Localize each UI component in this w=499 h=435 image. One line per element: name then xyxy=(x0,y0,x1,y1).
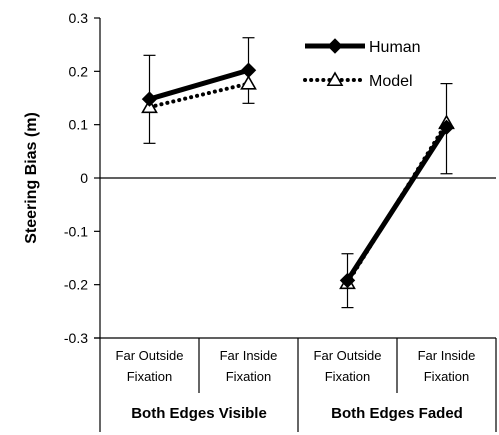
series-line-human xyxy=(148,67,250,102)
legend-label: Model xyxy=(369,73,413,90)
marker-human xyxy=(438,119,455,136)
category-label: Fixation xyxy=(325,369,371,384)
series-markers xyxy=(141,62,455,290)
marker-human xyxy=(141,91,158,107)
category-label: Fixation xyxy=(127,369,173,384)
series-line-model xyxy=(147,81,251,110)
legend: Human Model xyxy=(303,38,421,90)
y-tick-label: 0.2 xyxy=(69,63,89,79)
series-line-model xyxy=(345,121,449,286)
category-label: Far Inside xyxy=(418,348,476,363)
category-label: Far Inside xyxy=(220,348,278,363)
category-label: Far Outside xyxy=(314,348,382,363)
y-tick-label: 0.1 xyxy=(69,117,89,133)
legend-item: Model xyxy=(303,71,413,90)
category-label: Far Outside xyxy=(116,348,184,363)
y-tick-label: 0.3 xyxy=(69,10,89,26)
y-tick-label: 0 xyxy=(80,170,88,186)
y-axis: 0.3 0.2 0.1 0 -0.1 -0.2 -0.3 xyxy=(64,10,101,346)
category-label: Fixation xyxy=(424,369,470,384)
marker-human xyxy=(240,62,257,78)
series-lines xyxy=(147,67,449,286)
group-label: Both Edges Visible xyxy=(131,405,267,422)
category-label: Fixation xyxy=(226,369,272,384)
legend-item: Human xyxy=(305,38,421,56)
legend-label: Human xyxy=(369,39,421,56)
y-tick-label: -0.1 xyxy=(64,223,88,239)
x-axis: Far Outside Fixation Far Inside Fixation Far… xyxy=(94,177,497,432)
y-tick-label: -0.3 xyxy=(64,330,88,346)
y-tick-label: -0.2 xyxy=(64,277,88,293)
legend-marker xyxy=(326,71,344,87)
marker-human xyxy=(339,272,356,289)
legend-marker xyxy=(327,38,343,54)
group-label: Both Edges Faded xyxy=(331,405,463,422)
marker-model xyxy=(240,74,257,90)
y-axis-title: Steering Bias (m) xyxy=(23,112,40,244)
